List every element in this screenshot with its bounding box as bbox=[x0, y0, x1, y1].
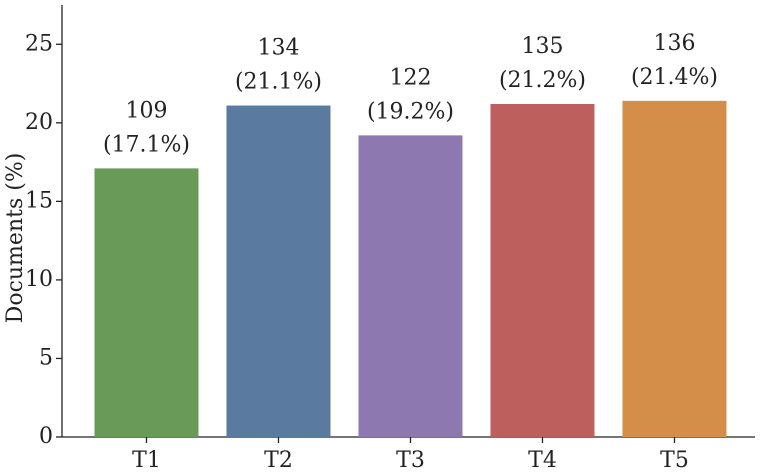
count-label: 135 bbox=[521, 34, 563, 59]
count-label: 136 bbox=[653, 31, 695, 56]
bar bbox=[358, 135, 463, 438]
count-label: 122 bbox=[389, 65, 431, 90]
y-tick-label: 25 bbox=[25, 31, 53, 56]
y-axis-label: Documents (%) bbox=[3, 153, 28, 324]
bar bbox=[94, 168, 199, 437]
value-label: (19.2%) bbox=[367, 99, 454, 124]
count-label: 134 bbox=[257, 36, 299, 61]
y-tick-label: 10 bbox=[25, 267, 53, 292]
value-label: (21.2%) bbox=[499, 68, 586, 93]
bar bbox=[622, 100, 727, 438]
bar bbox=[226, 105, 331, 438]
y-tick-label: 20 bbox=[25, 110, 53, 135]
count-label: 109 bbox=[125, 98, 167, 123]
value-label: (21.1%) bbox=[235, 70, 322, 95]
x-tick-label: T1 bbox=[132, 448, 161, 473]
x-tick-label: T5 bbox=[660, 448, 689, 473]
value-label: (21.4%) bbox=[631, 65, 718, 90]
y-tick-label: 0 bbox=[39, 424, 53, 449]
x-tick-label: T4 bbox=[528, 448, 557, 473]
y-tick-label: 5 bbox=[39, 345, 53, 370]
bar bbox=[490, 103, 595, 437]
y-tick-label: 15 bbox=[25, 188, 53, 213]
x-tick-label: T3 bbox=[396, 448, 425, 473]
x-tick-label: T2 bbox=[264, 448, 293, 473]
value-label: (17.1%) bbox=[103, 132, 190, 157]
